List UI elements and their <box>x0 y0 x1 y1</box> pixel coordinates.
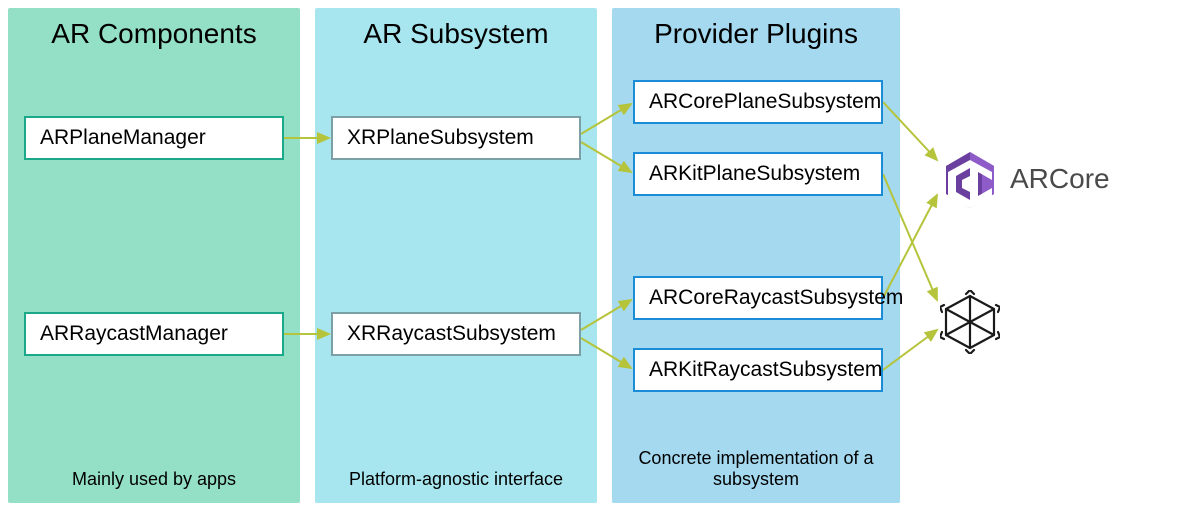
column-subsystem-title: AR Subsystem <box>315 18 597 50</box>
column-plugins-title: Provider Plugins <box>612 18 900 50</box>
arkit-icon <box>940 290 1000 354</box>
box-xr-plane: XRPlaneSubsystem <box>331 116 581 160</box>
box-arcore-raycast: ARCoreRaycastSubsystem <box>633 276 883 320</box>
column-components: AR Components Mainly used by apps <box>8 8 300 503</box>
box-arcore-plane: ARCorePlaneSubsystem <box>633 80 883 124</box>
box-arkit-plane: ARKitPlaneSubsystem <box>633 152 883 196</box>
box-plane-manager: ARPlaneManager <box>24 116 284 160</box>
column-subsystem: AR Subsystem Platform-agnostic interface <box>315 8 597 503</box>
arcore-label: ARCore <box>1010 163 1110 195</box>
arkit-logo <box>940 290 1000 359</box>
box-raycast-manager: ARRaycastManager <box>24 312 284 356</box>
column-subsystem-caption: Platform-agnostic interface <box>315 469 597 491</box>
arcore-logo <box>940 150 1000 215</box>
column-components-caption: Mainly used by apps <box>8 469 300 491</box>
column-components-title: AR Components <box>8 18 300 50</box>
box-xr-raycast: XRRaycastSubsystem <box>331 312 581 356</box>
arcore-icon <box>940 150 1000 210</box>
column-plugins-caption: Concrete implementation of a subsystem <box>612 448 900 491</box>
box-arkit-raycast: ARKitRaycastSubsystem <box>633 348 883 392</box>
diagram-stage: AR Components Mainly used by apps AR Sub… <box>0 0 1200 511</box>
